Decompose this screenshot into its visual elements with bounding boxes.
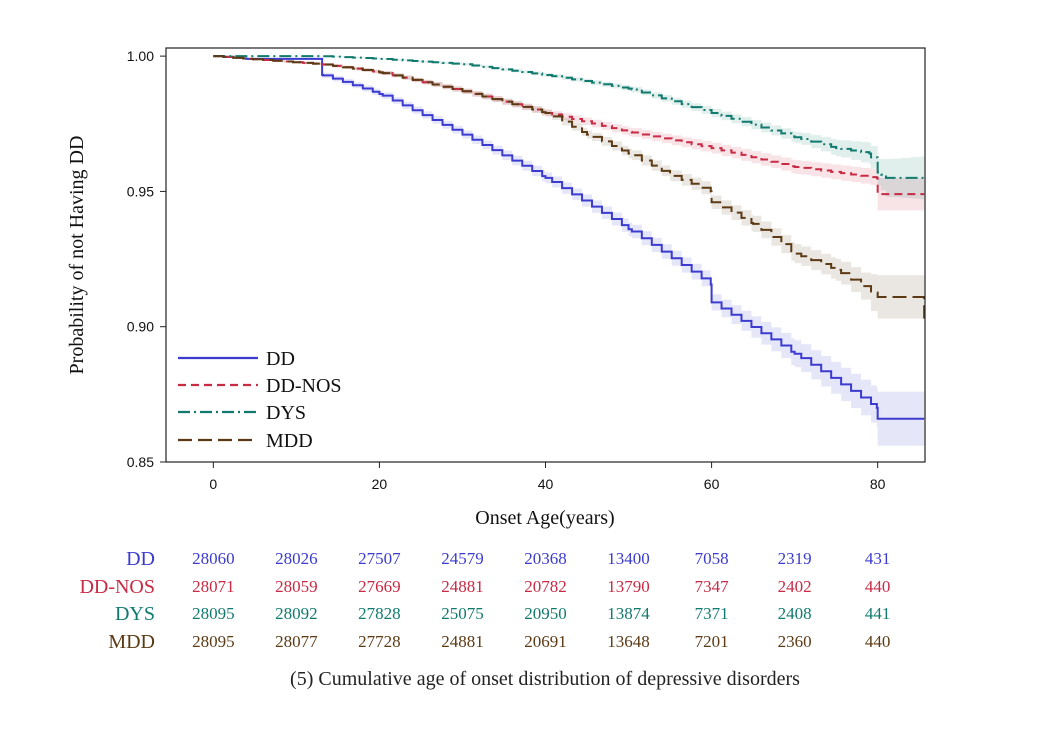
legend-item-dys: DYS: [178, 402, 306, 424]
x-tick-label: 60: [704, 476, 720, 492]
confidence-bands: [213, 55, 925, 446]
risk-count: 28095: [192, 604, 235, 623]
risk-count: 28071: [192, 577, 235, 596]
risk-count: 13648: [607, 632, 650, 651]
risk-count: 27828: [358, 604, 401, 623]
legend-label: DYS: [266, 402, 306, 424]
risk-count: 25075: [441, 604, 484, 623]
risk-count: 28095: [192, 632, 235, 651]
x-axis-label: Onset Age(years): [475, 507, 614, 529]
legend-item-mdd: MDD: [178, 430, 313, 452]
risk-count: 7201: [695, 632, 729, 651]
risk-count: 7058: [695, 549, 729, 568]
risk-count: 431: [865, 549, 891, 568]
risk-count: 28059: [275, 577, 318, 596]
curve-dd: [213, 55, 925, 420]
x-tick-label: 40: [538, 476, 554, 492]
risk-count: 2402: [778, 577, 812, 596]
risk-row-mdd: MDD 28095 28077 27728 24881 20691 13648 7201 236…: [108, 631, 890, 653]
risk-count: 20691: [524, 632, 567, 651]
risk-row-dd-nos: DD-NOS 28071 28059 27669 24881 20782 13790 7347…: [79, 576, 890, 598]
survival-curves: [213, 55, 926, 420]
risk-count: 7371: [695, 604, 729, 623]
risk-table: DD 28060 28026 27507 24579 20368 13400 7058 2319…: [79, 548, 890, 653]
x-axis: 0 20 40 60 80: [209, 462, 886, 492]
risk-count: 28092: [275, 604, 318, 623]
risk-row-dys: DYS 28095 28092 27828 25075 20950 13874 7371 240…: [115, 603, 890, 625]
risk-count: 24881: [441, 632, 484, 651]
risk-count: 440: [865, 577, 891, 596]
risk-count: 24881: [441, 577, 484, 596]
legend-label: MDD: [266, 430, 313, 452]
risk-count: 7347: [695, 577, 730, 596]
risk-count: 441: [865, 604, 891, 623]
risk-row-label: DD: [126, 548, 155, 570]
risk-count: 24579: [441, 549, 484, 568]
risk-row-dd: DD 28060 28026 27507 24579 20368 13400 7058 2319…: [126, 548, 890, 570]
risk-count: 27507: [358, 549, 401, 568]
risk-count: 28026: [275, 549, 318, 568]
curve-dd-nos: [213, 55, 925, 196]
legend-item-dd-nos: DD-NOS: [178, 375, 342, 397]
legend: DD DD-NOS DYS MDD: [178, 348, 342, 452]
legend-label: DD-NOS: [266, 375, 342, 397]
risk-count: 28060: [192, 549, 235, 568]
y-tick-label: 0.90: [127, 319, 154, 335]
y-tick-label: 1.00: [127, 48, 154, 64]
x-tick-label: 20: [372, 476, 388, 492]
risk-count: 2408: [778, 604, 812, 623]
y-axis: 1.00 0.95 0.90 0.85: [127, 48, 166, 470]
risk-count: 27669: [358, 577, 401, 596]
risk-row-label: DD-NOS: [79, 576, 155, 598]
x-tick-label: 80: [870, 476, 886, 492]
ci-band-mdd: [213, 56, 925, 373]
ci-band-dd: [213, 56, 925, 446]
risk-count: 13790: [607, 577, 650, 596]
legend-label: DD: [266, 348, 295, 370]
risk-count: 20368: [524, 549, 567, 568]
risk-count: 2319: [778, 549, 812, 568]
y-tick-label: 0.95: [127, 183, 154, 199]
y-tick-label: 0.85: [127, 454, 154, 470]
risk-count: 27728: [358, 632, 401, 651]
risk-count: 13874: [607, 604, 650, 623]
curve-mdd: [213, 55, 926, 319]
risk-count: 440: [865, 632, 891, 651]
risk-count: 28077: [275, 632, 318, 651]
x-tick-label: 0: [209, 476, 217, 492]
figure-caption: (5) Cumulative age of onset distribution…: [290, 668, 800, 690]
risk-count: 20782: [524, 577, 567, 596]
risk-count: 2360: [778, 632, 812, 651]
risk-row-label: MDD: [108, 631, 155, 653]
risk-count: 13400: [607, 549, 650, 568]
risk-count: 20950: [524, 604, 567, 623]
legend-item-dd: DD: [178, 348, 295, 370]
y-axis-label: Probability of not Having DD: [66, 136, 88, 375]
risk-row-label: DYS: [115, 603, 155, 625]
